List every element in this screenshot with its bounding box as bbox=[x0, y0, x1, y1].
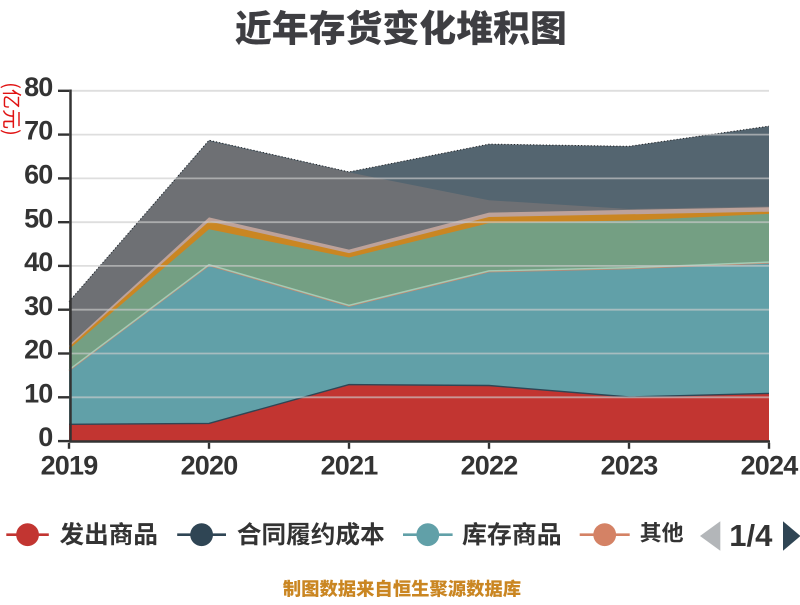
svg-text:60: 60 bbox=[24, 160, 52, 190]
svg-text:1/4: 1/4 bbox=[729, 518, 773, 553]
svg-text:40: 40 bbox=[24, 247, 52, 277]
svg-text:50: 50 bbox=[24, 203, 52, 233]
svg-text:2024: 2024 bbox=[741, 451, 799, 481]
svg-text:80: 80 bbox=[24, 72, 52, 102]
svg-text:10: 10 bbox=[24, 378, 52, 408]
svg-text:2020: 2020 bbox=[181, 451, 238, 481]
svg-text:2019: 2019 bbox=[41, 451, 99, 481]
svg-text:0: 0 bbox=[38, 422, 52, 452]
svg-text:30: 30 bbox=[24, 291, 52, 321]
svg-text:2022: 2022 bbox=[461, 451, 518, 481]
svg-text:2021: 2021 bbox=[321, 451, 379, 481]
svg-text:70: 70 bbox=[24, 116, 52, 146]
svg-text:20: 20 bbox=[24, 335, 52, 365]
svg-text:2023: 2023 bbox=[601, 451, 659, 481]
